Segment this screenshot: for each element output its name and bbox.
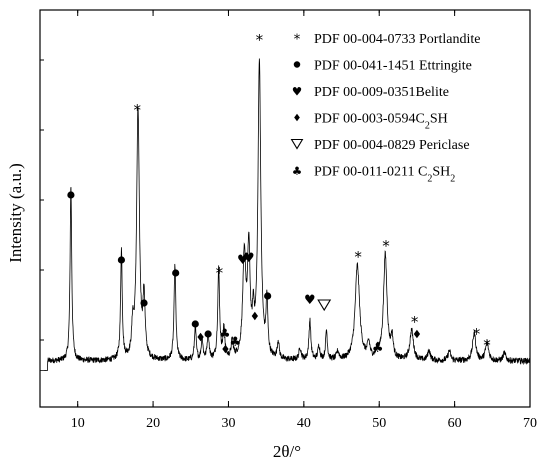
c2sh-marker-legend-icon: [294, 113, 300, 122]
portlandite-marker: *: [216, 264, 224, 282]
legend-label-sub: 2: [427, 173, 432, 184]
c2sh2-marker: ♣: [229, 335, 241, 350]
legend-label: PDF 00-004-0829 Periclase: [314, 138, 470, 153]
x-tick-label: 20: [146, 416, 160, 431]
legend-label-main: PDF 00-003-0594C: [314, 112, 425, 127]
legend-label-sub: 2: [425, 120, 430, 131]
ettringite-marker: [172, 269, 180, 277]
portlandite-marker-legend-icon: *: [294, 31, 301, 47]
ettringite-marker-legend-icon: [293, 61, 301, 68]
portlandite-marker: *: [411, 313, 419, 331]
legend-label-main: PDF 00-004-0829 Periclase: [314, 138, 470, 153]
x-tick-label: 40: [297, 416, 311, 431]
legend-item: * PDF 00-004-0733 Portlandite: [294, 31, 481, 47]
legend-label-sub2: 2: [450, 173, 455, 184]
legend-label: PDF 00-004-0733 Portlandite: [314, 32, 480, 47]
ettringite-marker: [140, 299, 148, 307]
ettringite-marker: [204, 330, 212, 338]
c2sh-marker: [413, 329, 421, 339]
c2sh2-marker: ♣: [372, 341, 384, 356]
portlandite-marker: *: [133, 101, 141, 119]
legend-label-main: PDF 00-041-1451 Ettringite: [314, 59, 472, 74]
ettringite-marker: [264, 292, 272, 300]
legend: * PDF 00-004-0733 Portlandite PDF 00-041-1…: [290, 31, 481, 184]
c2sh2-marker-legend-icon: ♣: [292, 164, 302, 178]
belite-marker-legend-icon: ♥: [292, 85, 302, 99]
legend-label: PDF 00-009-0351Belite: [314, 85, 449, 100]
portlandite-marker: *: [483, 336, 491, 354]
x-tick-label: 70: [523, 416, 537, 431]
belite-marker: ♥: [304, 293, 316, 308]
c2sh-marker: [222, 344, 229, 354]
belite-marker: ♥: [237, 253, 249, 268]
portlandite-marker: *: [382, 237, 390, 255]
x-axis-label: 2θ/°: [273, 442, 301, 461]
c2sh-marker: [197, 332, 204, 342]
ettringite-marker: [191, 320, 199, 328]
x-tick-label: 30: [221, 416, 235, 431]
x-tick-label: 10: [71, 416, 85, 431]
legend-item: PDF 00-004-0829 Periclase: [290, 138, 470, 153]
ettringite-marker: [67, 191, 75, 199]
y-axis-ticks: [40, 59, 44, 341]
legend-label-main: PDF 00-011-0211 C: [314, 165, 427, 180]
portlandite-marker: *: [256, 31, 264, 49]
legend-label: PDF 00-041-1451 Ettringite: [314, 59, 472, 74]
periclase-marker: [317, 299, 332, 312]
plot-frame: [39, 9, 531, 408]
legend-item: ♣ PDF 00-011-0211 C2SH2: [292, 164, 455, 184]
legend-label: PDF 00-011-0211 C2SH2: [314, 165, 455, 185]
phase-markers: **♣♣♥♥*♥*♣****: [67, 31, 491, 356]
legend-label-tail: SH: [432, 165, 450, 180]
legend-label-tail: SH: [430, 112, 448, 127]
c2sh2-marker: ♣: [219, 327, 231, 342]
diffraction-line: [40, 58, 531, 372]
legend-label-main: PDF 00-009-0351Belite: [314, 85, 449, 100]
x-tick-label: 50: [372, 416, 386, 431]
x-axis-ticks: 10 20 30 40 50 60 70: [71, 10, 537, 431]
ettringite-marker: [117, 256, 126, 264]
legend-item: PDF 00-041-1451 Ettringite: [293, 59, 472, 74]
plot-area: [39, 9, 531, 408]
portlandite-marker: *: [354, 248, 362, 266]
x-tick-label: 60: [448, 416, 462, 431]
portlandite-marker: *: [473, 325, 481, 343]
legend-item: ♥ PDF 00-009-0351Belite: [292, 85, 449, 101]
legend-label: PDF 00-003-0594C2SH: [314, 112, 448, 132]
legend-item: PDF 00-003-0594C2SH: [294, 112, 448, 132]
periclase-marker-legend-icon: [290, 138, 304, 150]
y-axis-label: Intensity (a.u.): [6, 163, 25, 263]
belite-marker: ♥: [243, 251, 255, 266]
legend-label-main: PDF 00-004-0733 Portlandite: [314, 32, 480, 47]
c2sh-marker: [251, 311, 258, 321]
